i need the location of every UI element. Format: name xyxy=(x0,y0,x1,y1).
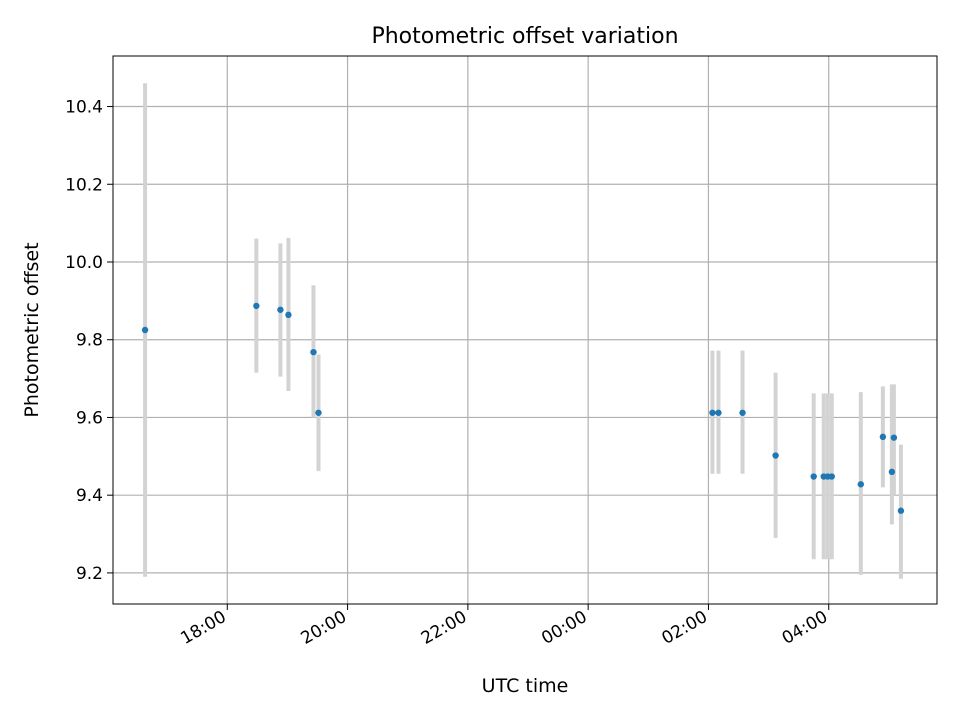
y-tick-label: 10.2 xyxy=(65,175,103,195)
data-point xyxy=(253,302,260,310)
data-point xyxy=(285,311,292,319)
data-point xyxy=(141,326,149,334)
chart-title: Photometric offset variation xyxy=(371,24,678,49)
y-axis: 9.2 9.4 9.6 9.8 10.0 10.2 10.4 xyxy=(65,98,113,584)
y-tick-label: 9.8 xyxy=(76,331,103,351)
data-point xyxy=(857,481,865,488)
data-point xyxy=(828,473,835,480)
x-axis-label: UTC time xyxy=(482,675,569,697)
y-tick-label: 10.4 xyxy=(65,98,103,118)
data-point xyxy=(277,306,284,313)
data-point xyxy=(715,409,722,416)
y-axis-label: Photometric offset xyxy=(21,242,43,417)
y-tick-label: 9.6 xyxy=(76,408,103,428)
data-point xyxy=(739,409,746,416)
data-point xyxy=(772,452,779,459)
data-point xyxy=(890,434,898,441)
y-tick-label: 9.4 xyxy=(76,486,103,506)
data-point xyxy=(310,348,317,356)
data-point xyxy=(897,507,905,514)
data-point xyxy=(315,409,322,416)
data-points xyxy=(141,302,905,514)
grid xyxy=(113,56,937,604)
data-point xyxy=(810,473,817,480)
y-tick-label: 10.0 xyxy=(65,253,103,273)
data-point xyxy=(879,433,887,441)
data-point xyxy=(888,468,896,476)
y-tick-label: 9.2 xyxy=(76,564,103,584)
plot-frame xyxy=(112,55,938,605)
data-point xyxy=(709,409,716,416)
